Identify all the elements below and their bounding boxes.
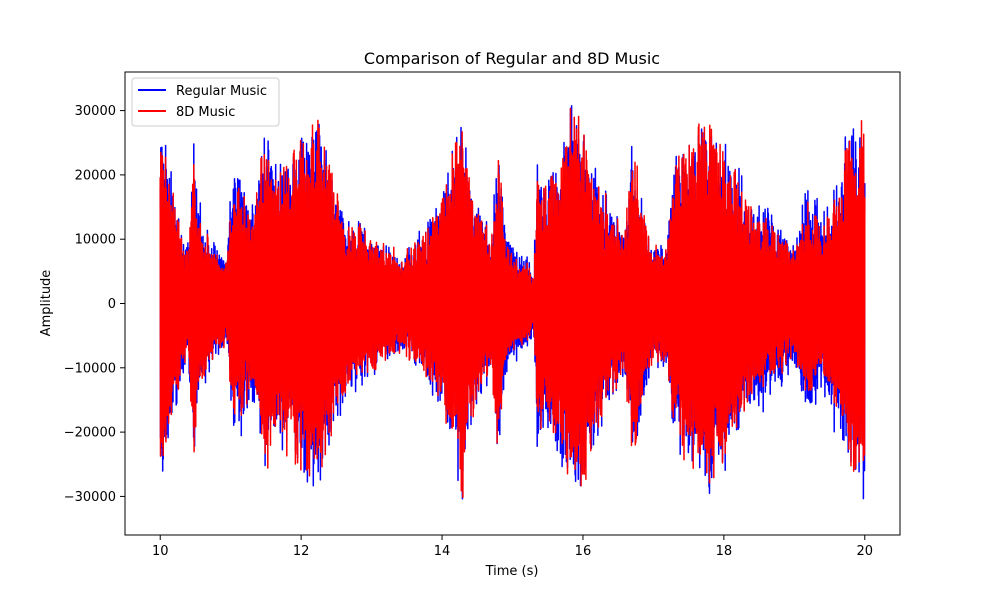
legend-label-regular-music: Regular Music [176, 84, 267, 99]
y-tick-label: −30000 [64, 490, 116, 505]
y-axis-label: Amplitude [39, 270, 54, 337]
series-line-8d-music [159, 107, 866, 499]
y-tick-label: 0 [108, 297, 116, 312]
x-tick-label: 20 [856, 544, 873, 559]
x-tick-label: 14 [434, 544, 451, 559]
y-axis: −30000 −20000 −10000 0 10000 20000 30000 [64, 104, 125, 505]
y-tick-label: −10000 [64, 361, 116, 376]
x-tick-label: 16 [575, 544, 592, 559]
x-tick-label: 18 [716, 544, 733, 559]
y-tick-label: −20000 [64, 426, 116, 441]
x-tick-label: 12 [293, 544, 310, 559]
y-tick-label: 30000 [75, 104, 116, 119]
legend: Regular Music 8D Music [131, 77, 280, 127]
chart-title: Comparison of Regular and 8D Music [364, 49, 660, 68]
legend-label-8d-music: 8D Music [176, 105, 235, 120]
legend-box [131, 77, 280, 127]
x-axis: 10 12 14 16 18 20 [152, 535, 873, 559]
x-axis-label: Time (s) [485, 564, 539, 579]
x-tick-label: 10 [152, 544, 169, 559]
y-tick-label: 10000 [75, 233, 116, 248]
y-tick-label: 20000 [75, 168, 116, 183]
series-layer [159, 105, 866, 500]
